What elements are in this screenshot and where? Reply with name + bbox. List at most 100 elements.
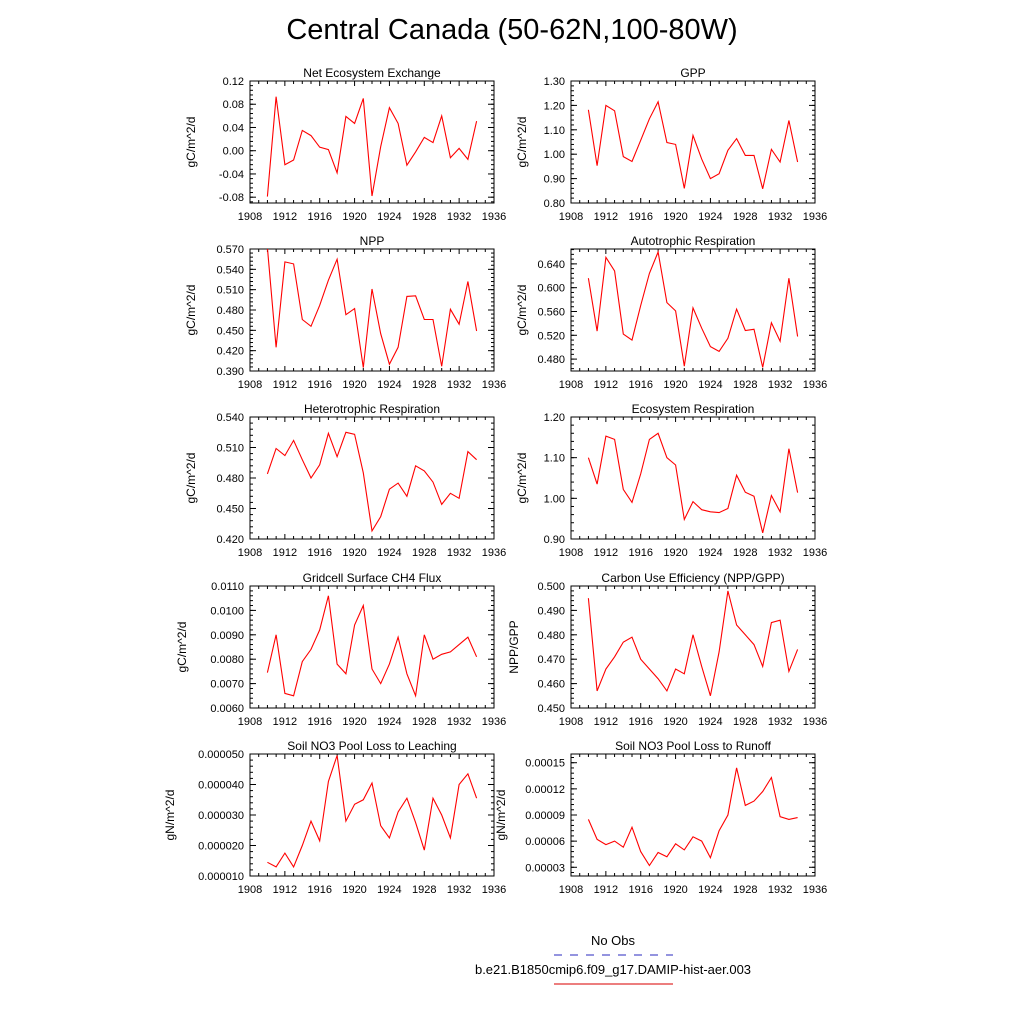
y-tick-label: 0.000030 xyxy=(198,810,244,822)
chart-panel-5: 1908 1912 1916 1920 1924 1928 1932 1936 0.420 0.4… xyxy=(184,402,506,559)
x-tick-label: 1928 xyxy=(412,716,436,728)
x-tick-label: 1928 xyxy=(733,547,757,559)
x-tick-label: 1916 xyxy=(307,716,331,728)
y-tick-label: 1.10 xyxy=(544,125,565,137)
y-axis-label: gN/m^2/d xyxy=(494,790,508,841)
x-tick-label: 1932 xyxy=(768,211,792,223)
y-axis-label: gC/m^2/d xyxy=(515,453,529,504)
y-tick-label: 0.480 xyxy=(216,473,244,485)
y-tick-label: 0.500 xyxy=(537,581,565,593)
y-tick-label: 0.0080 xyxy=(210,654,244,666)
y-tick-label: 0.600 xyxy=(537,283,565,295)
y-tick-label: 0.00003 xyxy=(525,862,565,874)
x-tick-label: 1920 xyxy=(342,211,366,223)
x-tick-label: 1916 xyxy=(628,547,652,559)
y-tick-label: 0.480 xyxy=(537,354,565,366)
y-tick-label: 0.0070 xyxy=(210,679,244,691)
plot-frame xyxy=(249,585,495,709)
y-tick-label: 0.0060 xyxy=(210,703,244,715)
chart-panel-10: 1908 1912 1916 1920 1924 1928 1932 1936 0.00003 0… xyxy=(494,739,827,896)
y-axis-label: gC/m^2/d xyxy=(515,117,529,168)
x-tick-label: 1920 xyxy=(342,884,366,896)
y-tick-label: 0.08 xyxy=(223,99,244,111)
panel-title: Carbon Use Efficiency (NPP/GPP) xyxy=(601,571,784,585)
x-tick-label: 1936 xyxy=(803,379,827,391)
x-tick-label: 1912 xyxy=(273,211,297,223)
y-axis-label: gC/m^2/d xyxy=(184,117,198,168)
plot-frame xyxy=(249,416,495,540)
x-tick-label: 1916 xyxy=(307,884,331,896)
x-tick-label: 1916 xyxy=(628,884,652,896)
x-tick-label: 1908 xyxy=(238,716,262,728)
x-tick-label: 1920 xyxy=(663,547,687,559)
panel-title: Soil NO3 Pool Loss to Leaching xyxy=(287,739,456,753)
y-tick-label: 0.00 xyxy=(223,146,244,158)
y-tick-label: 0.450 xyxy=(216,504,244,516)
x-tick-label: 1912 xyxy=(273,379,297,391)
y-tick-label: 0.0090 xyxy=(210,630,244,642)
x-tick-label: 1936 xyxy=(482,716,506,728)
y-tick-label: 1.00 xyxy=(544,493,565,505)
x-tick-label: 1924 xyxy=(377,379,401,391)
x-tick-label: 1924 xyxy=(698,379,722,391)
panel-title: GPP xyxy=(680,66,705,80)
plot-frame xyxy=(570,416,816,540)
y-tick-label: 0.04 xyxy=(223,122,244,134)
x-tick-label: 1928 xyxy=(412,884,436,896)
x-tick-label: 1928 xyxy=(733,379,757,391)
y-tick-label: 0.520 xyxy=(537,330,565,342)
x-tick-label: 1908 xyxy=(559,716,583,728)
y-tick-label: 0.420 xyxy=(216,346,244,358)
x-tick-label: 1908 xyxy=(238,211,262,223)
x-tick-label: 1912 xyxy=(594,716,618,728)
x-tick-label: 1924 xyxy=(377,884,401,896)
x-tick-label: 1924 xyxy=(698,884,722,896)
chart-panel-1: 1908 1912 1916 1920 1924 1928 1932 1936 -0.08 -0.… xyxy=(184,66,506,223)
x-tick-label: 1932 xyxy=(447,716,471,728)
x-tick-label: 1936 xyxy=(482,547,506,559)
x-tick-label: 1932 xyxy=(768,884,792,896)
plot-frame xyxy=(570,585,816,709)
x-tick-label: 1936 xyxy=(482,884,506,896)
y-tick-label: 0.480 xyxy=(216,305,244,317)
x-tick-label: 1908 xyxy=(238,547,262,559)
y-tick-label: 0.450 xyxy=(216,325,244,337)
y-tick-label: 0.450 xyxy=(537,703,565,715)
x-tick-label: 1916 xyxy=(307,547,331,559)
chart-panel-3: 1908 1912 1916 1920 1924 1928 1932 1936 0.390 0.4… xyxy=(184,234,506,391)
x-tick-label: 1936 xyxy=(482,211,506,223)
y-tick-label: 1.20 xyxy=(544,412,565,424)
y-tick-label: 0.80 xyxy=(544,198,565,210)
x-tick-label: 1928 xyxy=(412,379,436,391)
x-tick-label: 1928 xyxy=(733,211,757,223)
x-tick-label: 1912 xyxy=(273,884,297,896)
y-axis-label: gC/m^2/d xyxy=(515,285,529,336)
series-line xyxy=(587,100,799,189)
y-tick-label: 0.00009 xyxy=(525,810,565,822)
y-tick-label: -0.04 xyxy=(219,169,244,181)
y-tick-label: 1.10 xyxy=(544,453,565,465)
series-line xyxy=(587,590,799,696)
x-tick-label: 1912 xyxy=(594,379,618,391)
y-tick-label: 0.570 xyxy=(216,244,244,256)
x-tick-label: 1936 xyxy=(482,379,506,391)
x-tick-label: 1928 xyxy=(733,884,757,896)
series-line xyxy=(587,250,799,368)
y-tick-label: 0.000010 xyxy=(198,871,244,883)
x-tick-label: 1928 xyxy=(412,547,436,559)
chart-panel-9: 1908 1912 1916 1920 1924 1928 1932 1936 0.000010… xyxy=(163,739,506,896)
x-tick-label: 1924 xyxy=(698,716,722,728)
y-tick-label: 0.420 xyxy=(216,534,244,546)
x-tick-label: 1912 xyxy=(594,211,618,223)
x-tick-label: 1924 xyxy=(698,211,722,223)
y-tick-label: 0.0110 xyxy=(211,581,244,593)
y-tick-label: 0.490 xyxy=(537,605,565,617)
chart-panel-2: 1908 1912 1916 1920 1924 1928 1932 1936 0.80 0.90… xyxy=(515,66,827,223)
x-tick-label: 1928 xyxy=(733,716,757,728)
y-axis-label: gC/m^2/d xyxy=(175,622,189,673)
y-tick-label: 0.390 xyxy=(216,366,244,378)
x-tick-label: 1932 xyxy=(447,884,471,896)
x-tick-label: 1916 xyxy=(307,211,331,223)
plot-frame xyxy=(570,753,816,877)
